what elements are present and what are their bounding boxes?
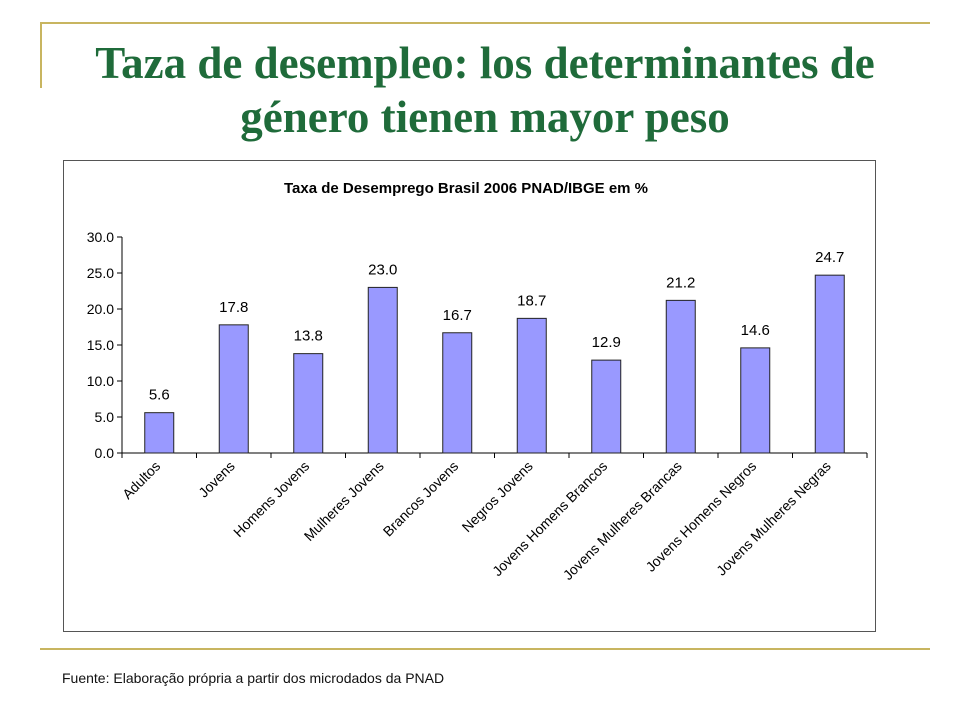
bar — [665, 299, 696, 454]
x-axis — [121, 452, 868, 458]
bar-chart: Taxa de Desemprego Brasil 2006 PNAD/IBGE… — [87, 180, 868, 583]
bar — [442, 332, 473, 454]
category-label: Mulheres Jovens — [301, 458, 387, 544]
data-label: 23.0 — [368, 261, 397, 278]
bar — [814, 274, 845, 454]
data-label: 13.8 — [294, 328, 323, 345]
bars — [144, 274, 845, 454]
y-tick-label: 20.0 — [87, 301, 114, 317]
data-label: 16.7 — [443, 307, 472, 324]
y-axis: 0.0 5.0 10.0 15.0 20.0 25.0 30.0 — [87, 229, 123, 461]
slide-title: Taza de desempleo: los determinantes de … — [95, 38, 875, 142]
category-label: Adultos — [119, 458, 163, 502]
bottom-accent-line — [40, 648, 930, 650]
bar — [144, 412, 175, 454]
bar — [293, 353, 324, 454]
y-tick-label: 30.0 — [87, 229, 114, 245]
bar — [740, 347, 771, 454]
category-label: Jovens Mulheres Brancas — [560, 458, 685, 583]
category-label: Negros Jovens — [459, 458, 536, 535]
category-label: Brancos Jovens — [380, 458, 462, 540]
y-tick-label: 5.0 — [95, 409, 115, 425]
y-tick-label: 10.0 — [87, 373, 114, 389]
data-label: 24.7 — [815, 249, 844, 266]
bar — [591, 359, 622, 454]
chart-frame: Taxa de Desemprego Brasil 2006 PNAD/IBGE… — [63, 160, 876, 632]
value-labels: 5.6 17.8 13.8 23.0 16.7 18.7 12.9 21.2 14.6 24.7 — [149, 249, 845, 404]
top-accent-line — [40, 22, 930, 24]
left-accent-line — [40, 22, 42, 88]
data-label: 12.9 — [592, 334, 621, 351]
bar — [218, 324, 249, 454]
bar — [367, 286, 398, 454]
y-tick-label: 0.0 — [95, 445, 115, 461]
data-label: 5.6 — [149, 387, 170, 404]
data-label: 17.8 — [219, 299, 248, 316]
y-tick-label: 25.0 — [87, 265, 114, 281]
chart-title: Taxa de Desemprego Brasil 2006 PNAD/IBGE… — [284, 180, 648, 197]
source-note: Fuente: Elaboração própria a partir dos … — [62, 670, 445, 686]
category-label: Homens Jovens — [230, 458, 312, 540]
category-label: Jovens — [195, 458, 238, 501]
bar — [516, 317, 547, 454]
data-label: 14.6 — [741, 322, 770, 339]
y-tick-label: 15.0 — [87, 337, 114, 353]
data-label: 18.7 — [517, 292, 546, 309]
data-label: 21.2 — [666, 274, 695, 291]
